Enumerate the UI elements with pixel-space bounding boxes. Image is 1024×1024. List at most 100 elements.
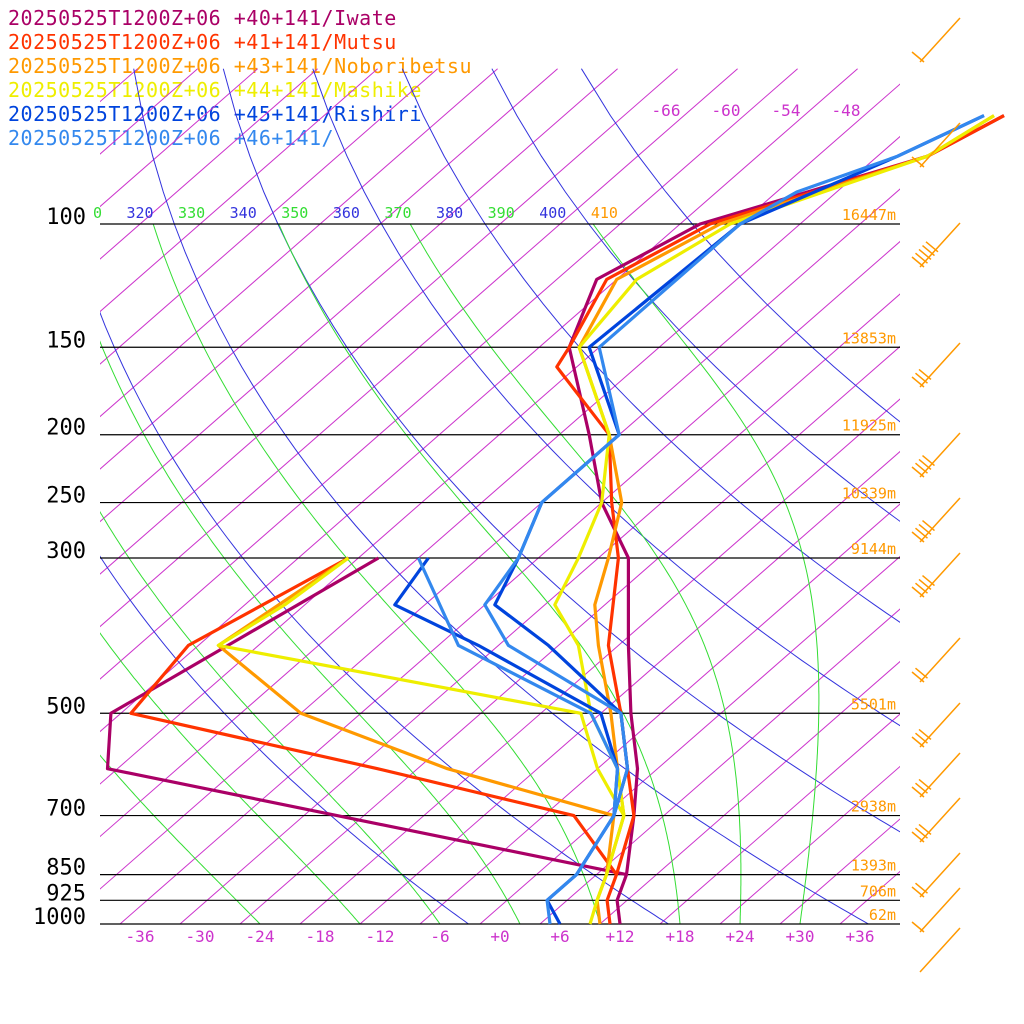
wind-barb — [919, 432, 961, 478]
isotherm-line — [100, 68, 438, 365]
wind-barbs — [911, 17, 961, 973]
isotherm-line — [100, 68, 738, 628]
wind-barb-feather — [918, 368, 932, 380]
pressure-label: 1000 — [33, 905, 86, 930]
wind-barb-feather — [911, 921, 925, 933]
temperature-tick-label: -36 — [126, 927, 155, 946]
wind-barb-feather — [915, 252, 928, 264]
temperature-tick-label: -30 — [186, 927, 215, 946]
isotherm-line — [359, 450, 900, 924]
pressure-label: 100 — [46, 205, 86, 230]
height-label: 62m — [869, 906, 896, 924]
isotherm-line — [479, 555, 900, 924]
isotherm-line — [779, 818, 900, 924]
legend-entry: 20250525T1200Z+06 +46+141/ — [8, 126, 335, 150]
temperature-axis-labels: -36 -30 -24 -18 -12 -6 +0 +6 +12 +18 +24 +30 +36 — [126, 927, 875, 946]
temperature-line — [567, 114, 1005, 925]
wind-barb-feather — [918, 823, 932, 835]
theta-label: 340 — [230, 204, 257, 222]
wind-barb-feather — [915, 462, 928, 474]
moist-adiabat-lines — [100, 223, 820, 924]
wind-barb — [919, 852, 961, 898]
upper-isotherm-labels: -66 -60 -54 -48 — [652, 101, 861, 120]
legend-entry: 20250525T1200Z+06 +45+141/Rishiri — [8, 102, 422, 126]
moist-adiabat-line — [100, 340, 521, 924]
isotherm-line — [100, 68, 378, 313]
dewpoint-line — [129, 556, 618, 876]
wind-barb-feather — [915, 582, 928, 594]
wind-barb-feather — [922, 245, 935, 257]
height-labels: 16447m 13853m 11925m 10339m 9144m 5501m 2938m 1… — [842, 206, 896, 924]
height-label: 706m — [860, 882, 896, 900]
wind-barb-feather — [911, 671, 925, 683]
upper-isotherm-label: -60 — [712, 101, 741, 120]
temperature-line — [483, 114, 985, 925]
wind-barb-feather — [918, 728, 932, 740]
legend-entry: 20250525T1200Z+06 +41+141/Mutsu — [8, 30, 397, 54]
wind-barb — [919, 222, 961, 268]
wind-barb-feather — [915, 527, 928, 539]
wind-barb-feather — [911, 736, 925, 748]
pressure-label: 500 — [46, 694, 86, 719]
wind-barb-feather — [911, 376, 925, 388]
series-group — [105, 114, 1005, 925]
isotherm-line — [100, 68, 198, 155]
wind-barb-feather — [915, 732, 928, 744]
wind-barb-feather — [925, 241, 939, 253]
wind-barb-feather — [915, 827, 928, 839]
height-label: 13853m — [842, 329, 896, 347]
wind-barb — [919, 17, 961, 63]
isotherm-line — [299, 398, 900, 924]
theta-label: 390 — [488, 204, 515, 222]
wind-barb-feather — [911, 786, 925, 798]
dry-adiabat-line — [222, 68, 900, 833]
wind-barb — [919, 637, 961, 683]
isotherm-line — [100, 68, 678, 575]
wind-barb — [919, 342, 961, 388]
isotherm-lines — [100, 68, 1024, 924]
upper-isotherm-label: -48 — [832, 101, 861, 120]
pressure-label: 200 — [46, 416, 86, 441]
dewpoint-line — [416, 557, 620, 816]
theta-label: 0 — [93, 204, 102, 222]
wind-barb-feather — [922, 455, 935, 467]
wind-barb-feather — [918, 523, 932, 535]
pressure-label: 300 — [46, 539, 86, 564]
isotherm-line — [100, 68, 318, 260]
temperature-tick-label: +12 — [606, 927, 635, 946]
pressure-label: 925 — [46, 881, 86, 906]
series-group — [416, 114, 985, 925]
wind-barb-feather — [911, 256, 925, 268]
isobar-lines — [100, 223, 900, 925]
wind-barb — [919, 752, 961, 798]
wind-barb-feather — [911, 531, 925, 543]
isotherm-line — [599, 660, 900, 924]
theta-label: 380 — [436, 204, 463, 222]
pressure-label: 700 — [46, 797, 86, 822]
upper-isotherm-label: -54 — [772, 101, 801, 120]
legend-entry: 20250525T1200Z+06 +44+141/Mashike — [8, 78, 422, 102]
isotherm-line — [719, 765, 900, 924]
wind-barb-feather — [918, 778, 932, 790]
temperature-tick-label: +36 — [846, 927, 875, 946]
pressure-label: 850 — [46, 856, 86, 881]
wind-barb — [919, 927, 961, 973]
isotherm-line — [960, 69, 1024, 924]
wind-barb-feather — [911, 466, 925, 478]
theta-label: 350 — [281, 204, 308, 222]
temperature-line — [553, 114, 995, 925]
isotherm-line — [419, 503, 900, 924]
wind-barb — [919, 122, 961, 168]
isotherm-line — [100, 68, 798, 680]
wind-barb-feather — [922, 520, 935, 532]
dewpoint-line — [105, 556, 627, 877]
isotherm-line — [119, 240, 900, 924]
wind-barb — [919, 552, 961, 598]
wind-barb-feather — [911, 586, 925, 598]
dewpoint-line — [216, 556, 626, 817]
height-label: 10339m — [842, 485, 896, 503]
theta-label: 360 — [333, 204, 360, 222]
isotherm-line — [100, 83, 900, 785]
wind-barb-feather — [911, 886, 925, 898]
wind-barb-feather — [915, 667, 928, 679]
